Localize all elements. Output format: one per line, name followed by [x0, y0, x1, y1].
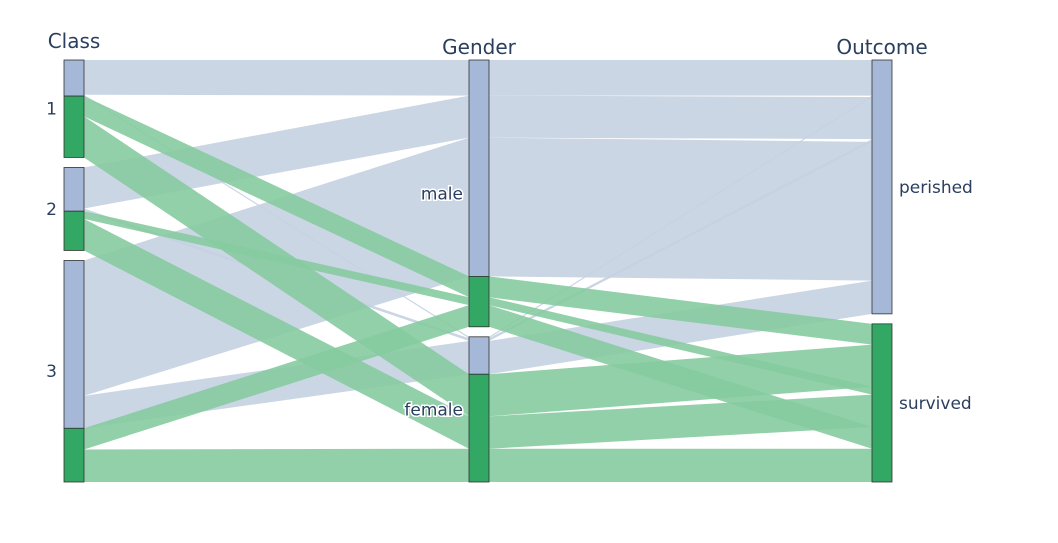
- dimension-title-outcome: Outcome: [836, 35, 927, 59]
- ribbon-1-male-perished-seg0[interactable]: [84, 60, 469, 96]
- bar-class-1-survived[interactable]: [63, 95, 85, 158]
- bar-outcome-survived-survived[interactable]: [871, 323, 893, 483]
- ribbon-3-female-survived-seg1[interactable]: [489, 448, 872, 482]
- category-label-class-2: 2: [46, 200, 57, 220]
- bar-gender-female-survived[interactable]: [468, 373, 490, 483]
- ribbon-3-male-survived-seg0[interactable]: [84, 305, 469, 450]
- ribbon-2-male-perished-seg1[interactable]: [489, 95, 872, 140]
- ribbon-1-male-perished-seg1[interactable]: [489, 60, 872, 96]
- label-layer: Class Gender Outcome 1 2 3 male female perished s…: [46, 29, 973, 422]
- category-label-class-1: 1: [46, 100, 57, 120]
- ribbon-layer: [84, 60, 872, 482]
- ribbon-1-male-survived-seg0[interactable]: [84, 96, 469, 298]
- category-bar-layer: [63, 59, 893, 483]
- category-label-outcome-survived: survived: [899, 394, 972, 414]
- bar-gender-male-survived[interactable]: [468, 276, 490, 328]
- ribbon-2-male-survived-seg0[interactable]: [84, 211, 469, 306]
- category-label-gender-male: male: [421, 184, 463, 204]
- bar-gender-female-perished[interactable]: [468, 336, 490, 375]
- ribbon-1-male-survived-seg1[interactable]: [489, 276, 872, 345]
- category-label-class-3: 3: [46, 362, 57, 382]
- ribbon-2-female-survived-seg0[interactable]: [84, 218, 469, 449]
- bar-outcome-perished-perished[interactable]: [871, 59, 893, 315]
- ribbon-2-male-perished-seg0[interactable]: [84, 95, 469, 209]
- bar-class-2-survived[interactable]: [63, 210, 85, 251]
- bar-class-2-perished[interactable]: [63, 167, 85, 212]
- bar-class-3-perished[interactable]: [63, 260, 85, 429]
- dimension-title-class: Class: [48, 29, 101, 53]
- ribbon-3-male-perished-seg1[interactable]: [489, 137, 872, 281]
- category-label-gender-female: female: [404, 400, 463, 420]
- bar-class-1-perished[interactable]: [63, 59, 85, 97]
- ribbon-3-female-survived-seg0[interactable]: [84, 448, 469, 482]
- category-label-outcome-perished: perished: [899, 178, 973, 198]
- dimension-title-gender: Gender: [442, 35, 516, 59]
- ribbon-3-male-survived-seg1[interactable]: [489, 305, 872, 449]
- bar-gender-male-perished[interactable]: [468, 59, 490, 277]
- ribbon-2-male-survived-seg1[interactable]: [489, 297, 872, 395]
- bar-class-3-survived[interactable]: [63, 427, 85, 483]
